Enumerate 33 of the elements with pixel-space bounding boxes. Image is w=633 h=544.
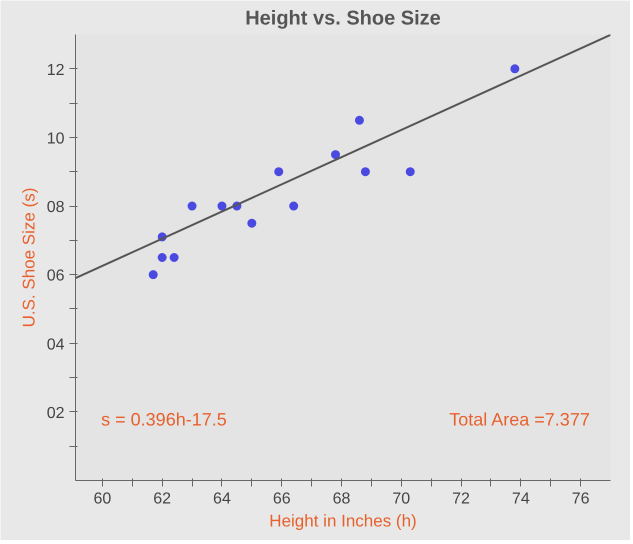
point xyxy=(158,253,167,262)
x-tick-label: 76 xyxy=(572,490,590,508)
x-axis-title: Height in Inches (h) xyxy=(269,512,417,530)
x-tick-label: 74 xyxy=(512,490,530,508)
point xyxy=(188,202,197,211)
y-tick-label: 06 xyxy=(46,268,65,285)
annotation: Total Area =7.377 xyxy=(449,409,590,430)
y-tick-label: 08 xyxy=(46,199,65,216)
point xyxy=(170,253,179,262)
point xyxy=(510,64,520,74)
point xyxy=(148,270,158,280)
x-tick-label: 62 xyxy=(153,490,172,508)
point xyxy=(274,167,284,176)
annotation: s = 0.396h-17.5 xyxy=(101,409,227,430)
y-tick-label: 10 xyxy=(46,130,65,148)
x-tick-label: 70 xyxy=(392,490,410,508)
x-tick-label: 64 xyxy=(213,490,231,508)
y-tick-label: 02 xyxy=(46,404,65,422)
x-tick-label: 72 xyxy=(452,490,470,508)
x-tick-label: 66 xyxy=(272,490,291,508)
x-tick-label: 60 xyxy=(94,490,112,508)
x-tick-label: 68 xyxy=(332,490,351,508)
point xyxy=(247,218,256,228)
point xyxy=(289,202,298,211)
y-tick-label: 12 xyxy=(46,62,65,79)
point xyxy=(331,150,340,160)
point xyxy=(354,116,364,125)
point xyxy=(406,167,415,176)
point xyxy=(360,167,370,176)
y-axis-title: U.S. Shoe Size (s) xyxy=(20,188,39,328)
y-tick-label: 04 xyxy=(46,336,65,354)
point xyxy=(217,202,226,211)
chart-title: Height vs. Shoe Size xyxy=(245,8,441,30)
